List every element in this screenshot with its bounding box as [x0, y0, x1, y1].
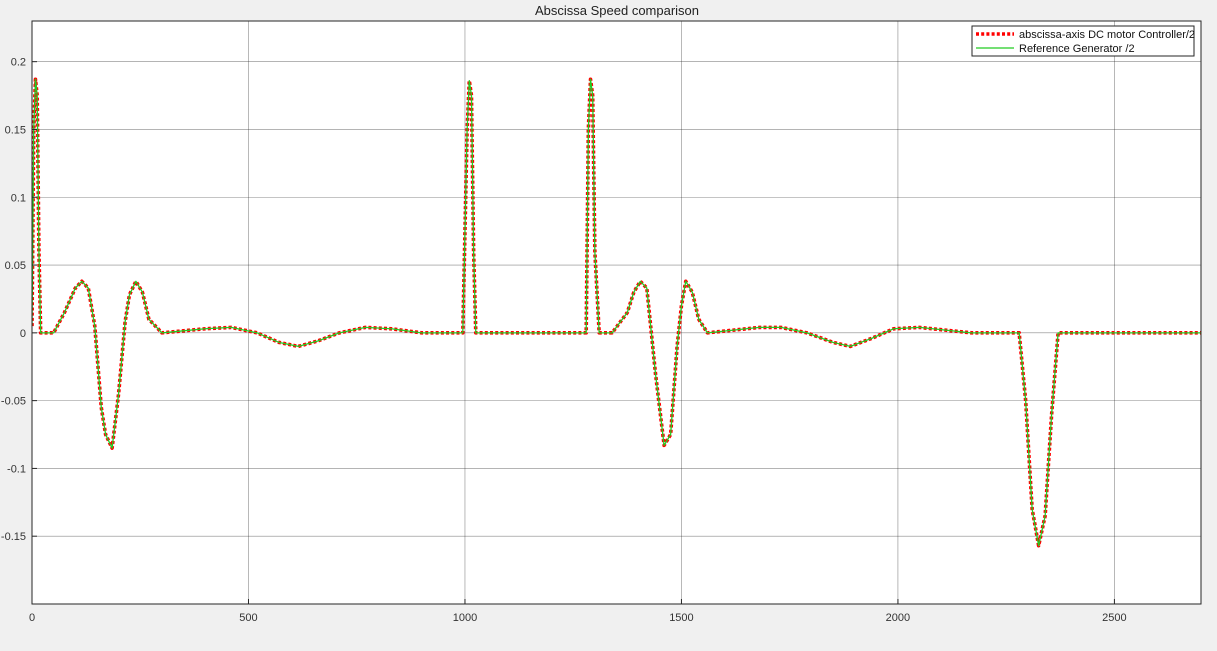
x-tick-label: 1000 [453, 612, 477, 624]
y-tick-label: 0.05 [5, 260, 26, 272]
y-tick-label: 0.15 [5, 124, 26, 136]
y-tick-label: 0 [20, 328, 26, 340]
x-tick-label: 2000 [886, 612, 910, 624]
y-tick-label: -0.1 [7, 463, 26, 475]
y-tick-label: -0.05 [1, 396, 26, 408]
x-tick-label: 500 [239, 612, 257, 624]
x-tick-label: 1500 [669, 612, 693, 624]
legend-label-reference: Reference Generator /2 [1019, 43, 1135, 55]
x-tick-label: 0 [29, 612, 35, 624]
legend[interactable]: abscissa-axis DC motor Controller/2 Refe… [972, 26, 1195, 56]
chart-title: Abscissa Speed comparison [535, 3, 699, 18]
legend-label-controller: abscissa-axis DC motor Controller/2 [1019, 29, 1195, 41]
y-tick-label: 0.2 [11, 57, 26, 69]
plot-area [32, 21, 1201, 604]
y-tick-label: -0.15 [1, 531, 26, 543]
y-tick-label: 0.1 [11, 192, 26, 204]
x-tick-label: 2500 [1102, 612, 1126, 624]
